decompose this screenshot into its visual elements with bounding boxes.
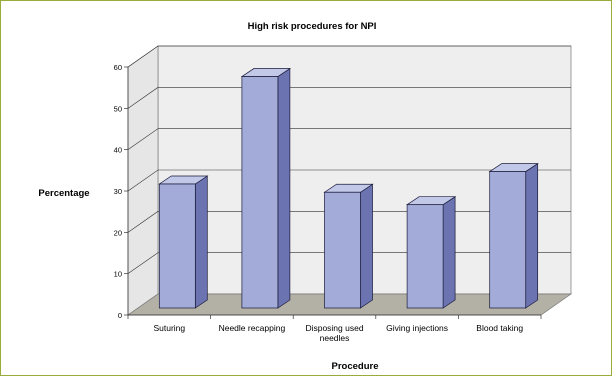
- y-tick-label: 0: [118, 311, 122, 320]
- x-category-label: Suturing: [153, 323, 185, 333]
- bar: [405, 196, 457, 309]
- bar-side: [525, 162, 539, 309]
- y-tick-label: 30: [114, 187, 122, 196]
- gridline: [127, 169, 571, 192]
- y-tick-label: 20: [114, 228, 122, 237]
- gridline: [127, 45, 571, 68]
- gridline: [127, 87, 571, 109]
- bars: [158, 67, 539, 309]
- bar-front: [158, 183, 196, 309]
- bar: [240, 67, 292, 309]
- x-category-label: Giving injections: [386, 323, 448, 333]
- y-axis-label: Percentage: [38, 188, 89, 199]
- bar-front: [324, 191, 361, 309]
- x-category-label-line: Disposing used: [305, 323, 363, 333]
- x-category-label: Blood taking: [476, 323, 523, 333]
- y-tick-label: 40: [114, 146, 122, 155]
- bar: [158, 175, 209, 309]
- bar-side: [194, 175, 208, 309]
- x-category-label-line: Giving injections: [386, 323, 448, 333]
- bar-side: [442, 196, 456, 309]
- x-category-label-line: Suturing: [153, 323, 185, 333]
- x-category-label-line: Blood taking: [476, 323, 523, 333]
- y-tick-label: 60: [114, 63, 122, 72]
- bar-front: [406, 204, 444, 309]
- y-tick-label: 50: [114, 104, 122, 113]
- y-axis-ticks: 0 10 20 30 40 50 60: [114, 63, 541, 320]
- x-category-label: Disposing used needles: [305, 323, 363, 343]
- bar-side: [277, 67, 291, 309]
- bar: [488, 162, 539, 309]
- x-axis-label: Procedure: [332, 361, 379, 372]
- bar-front: [489, 171, 527, 309]
- x-category-label: Needle recapping: [219, 323, 286, 333]
- chart-title: High risk procedures for NPI: [248, 21, 377, 32]
- gridline: [127, 128, 571, 150]
- x-category-label-line: needles: [320, 333, 350, 343]
- y-tick-label: 10: [114, 270, 122, 279]
- bar: [323, 183, 374, 309]
- x-category-label-line: Needle recapping: [219, 323, 286, 333]
- bar-front: [241, 76, 279, 309]
- x-axis-categories: Suturing Needle recapping Disposing used ne…: [127, 315, 542, 343]
- bar-side: [360, 183, 373, 309]
